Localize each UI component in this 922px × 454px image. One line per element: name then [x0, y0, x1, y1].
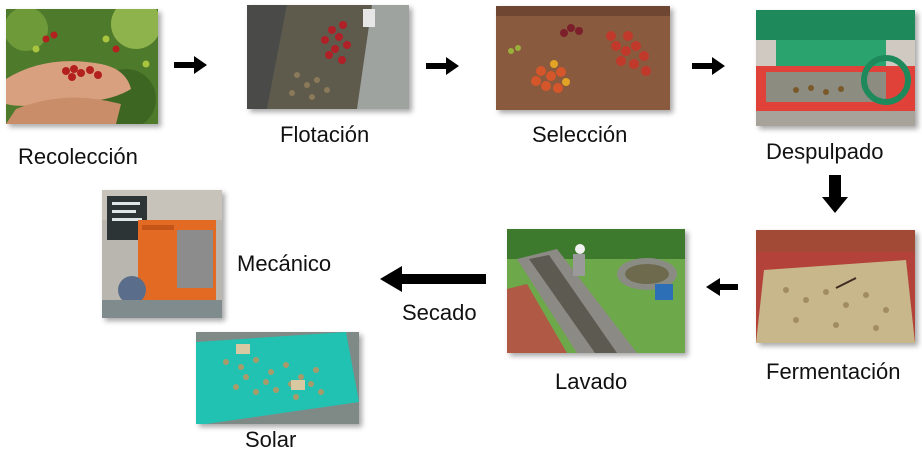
arrow-right-icon	[174, 55, 208, 75]
selection-photo	[496, 6, 670, 110]
harvest-photo	[6, 9, 158, 124]
arrow-down-icon	[822, 175, 848, 213]
step-label-solar: Solar	[245, 427, 297, 452]
flotation-photo	[247, 5, 409, 109]
step-label-washing: Lavado	[555, 369, 628, 394]
arrow-right-icon	[426, 56, 460, 76]
step-label-selection: Selección	[532, 122, 628, 147]
arrow-left-icon	[380, 266, 486, 292]
step-label-flotation: Flotación	[280, 122, 370, 147]
mechanical-dryer-photo	[102, 190, 222, 318]
arrow-left-icon	[706, 277, 738, 297]
step-label-mechanical: Mecánico	[237, 251, 332, 276]
step-label-pulping: Despulpado	[766, 139, 884, 164]
step-label-harvest: Recolección	[18, 144, 138, 169]
fermentation-photo	[756, 230, 915, 343]
solar-drying-photo	[196, 332, 359, 424]
step-label-drying: Secado	[402, 300, 477, 325]
arrow-right-icon	[692, 56, 726, 76]
pulping-photo	[756, 10, 915, 126]
step-label-fermentation: Fermentación	[766, 359, 901, 384]
washing-photo	[507, 229, 685, 353]
